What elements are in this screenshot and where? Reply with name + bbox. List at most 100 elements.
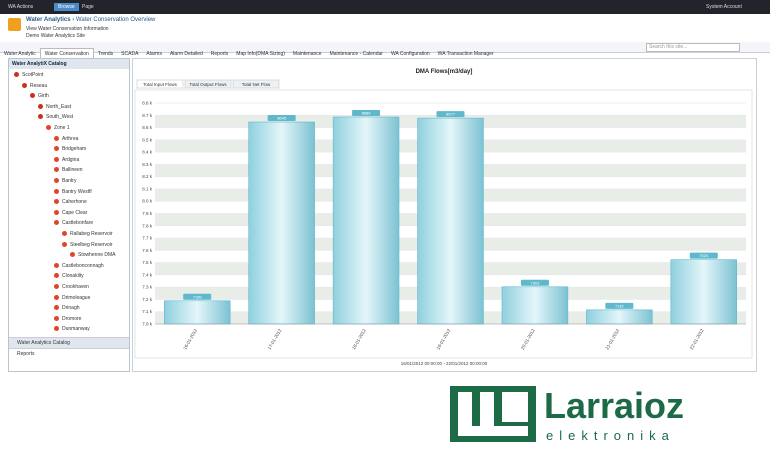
nav-item[interactable]: Alarm Detailed xyxy=(169,51,203,57)
tree-node[interactable]: Castlebonconnagh xyxy=(53,262,104,269)
nav-item[interactable]: Water Analytic xyxy=(4,51,36,57)
tree-node[interactable]: Bantry xyxy=(53,178,76,184)
y-tick-label: 8.0 k xyxy=(142,199,153,204)
logo-tagline: elektronika xyxy=(546,428,675,443)
tab[interactable] xyxy=(136,79,184,89)
plot-frame xyxy=(134,89,753,359)
tab-label[interactable]: Total Output Flows xyxy=(189,82,227,87)
breadcrumb: Demo Water Analytics Site xyxy=(26,33,86,39)
range-label: 16/01/2012 00:00:00 - 22/01/2012 00:00:0… xyxy=(401,361,488,366)
value-label: 7189 xyxy=(193,294,203,299)
search[interactable]: Search this site... xyxy=(646,43,740,52)
bar[interactable] xyxy=(670,259,738,325)
chart: DMA Flows[m3/day] Total Input Flows Total… xyxy=(134,69,753,366)
value-label: 7115 xyxy=(615,303,624,308)
nav-item[interactable]: Alarms xyxy=(146,51,162,57)
site-title: Water Analytics › Water Conservation Ove… xyxy=(26,17,156,23)
catalog-link[interactable]: Water Analytics Catalog xyxy=(9,337,129,348)
tree-node[interactable]: Rallabeg Reservoir xyxy=(61,231,113,237)
node-icon xyxy=(54,220,59,226)
value-label: 8677 xyxy=(446,112,456,117)
description: View Water Conservation Information xyxy=(26,26,109,32)
catalog-title: Water AnalytiX Catalog xyxy=(9,59,129,69)
y-tick-label: 7.8 k xyxy=(142,223,153,228)
value-label-box xyxy=(689,252,718,259)
nav-item[interactable]: Trends xyxy=(97,51,114,57)
nav-item[interactable]: WA Transaction Manager xyxy=(437,51,494,57)
tree-node[interactable]: Dromore xyxy=(53,315,81,322)
tree-node[interactable]: Bantry Westfl xyxy=(53,188,92,195)
y-tick-label: 8.2 k xyxy=(142,174,153,179)
tree-node[interactable]: Crookhaven xyxy=(53,284,89,290)
node-icon xyxy=(54,178,59,183)
tree-node[interactable]: Reseau xyxy=(21,82,47,89)
y-tick-label: 8.3 k xyxy=(142,162,153,167)
value-label: 8645 xyxy=(277,116,287,121)
nav-item[interactable]: WA Configuration xyxy=(390,51,430,57)
tree-node[interactable]: Ballineen xyxy=(53,167,83,173)
tree-node[interactable]: Clonakilty xyxy=(53,273,84,279)
bar[interactable] xyxy=(163,300,231,325)
value-label-box xyxy=(436,111,465,118)
actions[interactable]: WA Actions xyxy=(8,4,34,10)
x-tick-label: 21-01-2012 xyxy=(604,328,620,351)
nav-item[interactable]: Map Info(DMA Sizing) xyxy=(236,51,285,57)
node-icon xyxy=(70,252,75,258)
tree-node[interactable]: Ardgina xyxy=(53,156,79,163)
tree-node[interactable]: Caherhone xyxy=(53,199,87,205)
tree-node[interactable]: ScotPoint xyxy=(13,72,43,78)
tab[interactable] xyxy=(232,79,280,89)
tree-node[interactable]: Steelbeg Reservoir xyxy=(61,241,113,248)
y-tick-label: 7.0 k xyxy=(142,322,153,327)
tree-node[interactable]: Drinagh xyxy=(53,305,80,311)
catalog-link[interactable]: Reports xyxy=(9,348,129,359)
tree-node[interactable]: Drimoleague xyxy=(53,294,90,301)
ribbon: WA Actions Browse Page System Account xyxy=(0,0,770,14)
tab[interactable] xyxy=(184,79,232,89)
bar[interactable] xyxy=(248,121,315,325)
node-icon xyxy=(54,262,59,268)
y-tick-label: 7.5 k xyxy=(142,260,153,265)
tree-node[interactable]: Cape Clear xyxy=(53,209,87,216)
bar[interactable] xyxy=(501,286,569,325)
bar[interactable] xyxy=(332,116,400,325)
tab-label[interactable]: Total Input Flows xyxy=(143,82,178,87)
y-tick-label: 8.7 k xyxy=(142,113,153,118)
nav-item[interactable]: Maintenance xyxy=(292,51,322,57)
x-tick-label: 16-01-2012 xyxy=(182,328,198,351)
tree-node[interactable]: Castlebonfare xyxy=(53,220,93,226)
tree-node[interactable]: South_West xyxy=(37,114,73,120)
node-icon xyxy=(54,167,59,173)
node-icon xyxy=(54,284,59,289)
user[interactable]: System Account xyxy=(706,4,742,10)
tab-label[interactable]: Total Net Flow xyxy=(242,82,271,87)
logo: Larraioz elektronika xyxy=(450,385,684,443)
chart-title: DMA Flows[m3/day] xyxy=(416,69,473,75)
grid-band xyxy=(155,103,746,116)
node-icon xyxy=(54,273,59,279)
node-icon xyxy=(54,209,59,215)
y-tick-label: 7.1 k xyxy=(142,309,153,314)
tree-node[interactable]: North_East xyxy=(37,103,71,110)
nav-item[interactable]: Maintenance - Calendar xyxy=(329,51,383,57)
tree-node[interactable]: Zone 1 xyxy=(45,125,70,131)
value-label-box xyxy=(183,293,212,300)
tree-node[interactable]: Arthrea xyxy=(53,135,78,142)
y-tick-label: 7.9 k xyxy=(142,211,153,216)
bar[interactable] xyxy=(417,117,484,325)
nav-item[interactable]: Reports xyxy=(210,51,229,57)
x-tick-label: 20-01-2012 xyxy=(520,328,536,351)
y-tick-label: 7.3 k xyxy=(142,285,153,290)
bar[interactable] xyxy=(586,309,653,325)
tab[interactable]: Browse xyxy=(54,3,79,11)
tree-node[interactable]: Stowhenne DMA xyxy=(69,252,116,258)
nav-item[interactable]: SCADA xyxy=(121,51,139,57)
y-tick-label: 8.5 k xyxy=(142,137,153,142)
y-tick-label: 8.8 k xyxy=(142,101,153,106)
tree-node[interactable]: Dunmanway xyxy=(53,326,90,332)
tab[interactable]: Page xyxy=(82,4,94,10)
tree-node[interactable]: Bridgeham xyxy=(53,146,86,152)
value-label: 7524 xyxy=(699,253,709,258)
node-icon xyxy=(14,72,19,77)
tree-node[interactable]: Girth xyxy=(29,93,49,99)
